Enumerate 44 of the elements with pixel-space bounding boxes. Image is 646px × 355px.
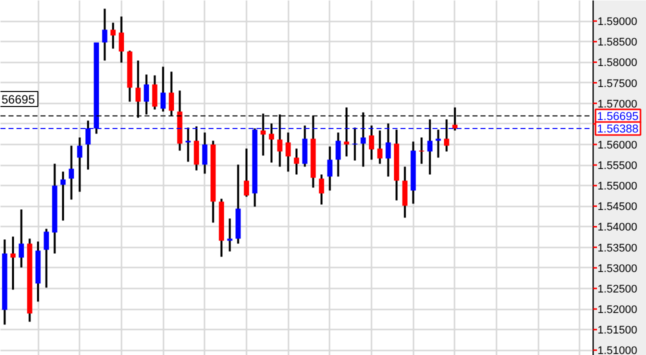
y-tick-label: 1.54000 <box>598 222 638 234</box>
candlestick <box>294 148 300 176</box>
y-tick-label: 1.59000 <box>598 16 638 28</box>
candlestick <box>318 174 324 206</box>
annotation: 56695 <box>2 92 36 106</box>
candlestick <box>77 136 82 193</box>
candlestick <box>336 132 341 178</box>
candlestick <box>444 118 450 152</box>
y-tick-label: 1.58000 <box>598 57 638 70</box>
y-tick-label: 1.53000 <box>598 262 638 275</box>
candlestick <box>202 132 208 175</box>
ref-line-label: 1.56388 <box>597 124 639 136</box>
ref-line-label: 1.56695 <box>597 110 639 123</box>
y-tick-label: 1.52000 <box>598 304 638 316</box>
y-tick-label: 1.56000 <box>598 139 638 152</box>
candlestick <box>227 218 232 252</box>
candlestick <box>286 132 291 173</box>
candlestick <box>44 228 49 289</box>
y-tick-label: 1.58500 <box>598 36 638 49</box>
y-tick-label: 1.55000 <box>598 180 638 193</box>
y-tick-label: 1.51500 <box>598 324 638 337</box>
candlestick <box>118 16 124 64</box>
candlestick <box>244 148 250 198</box>
candlestick <box>102 8 108 62</box>
y-tick-label: 1.51000 <box>598 345 638 355</box>
y-tick-label: 1.54500 <box>598 201 638 214</box>
y-tick-label: 1.57000 <box>598 98 638 110</box>
y-tick-label: 1.52500 <box>598 283 638 296</box>
candlestick <box>60 170 66 222</box>
candlestick <box>10 236 16 291</box>
candlestick <box>194 125 200 172</box>
y-tick-label: 1.55500 <box>598 160 638 172</box>
candlestick <box>152 74 158 111</box>
y-tick-label: 1.53500 <box>598 242 638 254</box>
candlestick <box>368 124 374 161</box>
candlestick <box>68 144 74 201</box>
candlestick <box>160 66 166 113</box>
y-tick-label: 1.57500 <box>598 78 638 90</box>
candlestick <box>327 146 332 192</box>
candlestick <box>377 129 382 165</box>
candlestick <box>268 122 274 164</box>
candlestick <box>18 208 24 268</box>
candlestick <box>110 22 116 50</box>
candlestick <box>418 136 424 165</box>
